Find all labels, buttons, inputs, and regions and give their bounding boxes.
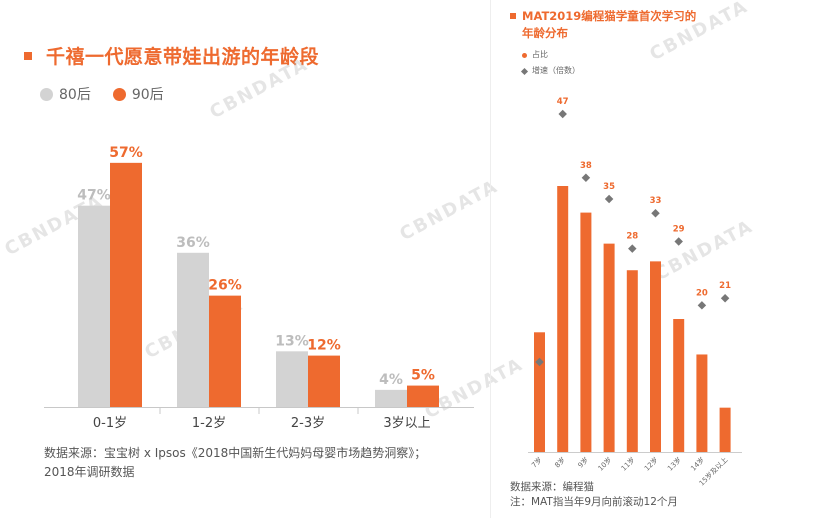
growth-label: 35 xyxy=(603,182,615,192)
title-square-icon xyxy=(510,13,516,19)
right-chart-title-line-1: MAT2019编程猫学童首次学习的 xyxy=(522,9,697,23)
right-chart-title-line-2: 年龄分布 xyxy=(522,26,568,40)
legend-label-80s: 80后 xyxy=(59,87,91,103)
left-chart-title-text: 千禧一代愿意带娃出游的年龄段 xyxy=(46,46,320,68)
growth-label: 20 xyxy=(696,288,708,298)
x-tick-label: 13岁 xyxy=(665,455,683,473)
right-source-line-2: 注：MAT指当年9月向前滚动12个月 xyxy=(510,496,678,508)
x-tick-label: 8岁 xyxy=(553,455,567,469)
left-chart-legend: 80后 90后 xyxy=(40,84,186,104)
bar-80后 xyxy=(177,252,209,407)
right-source-line-1: 数据来源：编程猫 xyxy=(510,481,594,493)
legend-item-share: 占比 xyxy=(522,47,580,63)
data-label: 57% xyxy=(109,145,143,161)
growth-marker xyxy=(674,237,683,246)
growth-marker xyxy=(628,244,637,253)
data-label: 5% xyxy=(411,368,435,384)
bar-90后 xyxy=(209,295,241,407)
left-chart-title: 千禧一代愿意带娃出游的年龄段 xyxy=(24,42,319,69)
bar-share xyxy=(673,319,685,452)
panel-divider xyxy=(490,0,491,518)
data-label: 12% xyxy=(307,338,341,354)
bar-share xyxy=(696,354,708,452)
bar-share xyxy=(534,332,545,452)
x-tick-label: 12岁 xyxy=(642,455,660,473)
bar-80后 xyxy=(78,205,110,407)
bar-share xyxy=(719,407,731,452)
legend-item-80s: 80后 xyxy=(40,84,91,104)
legend-dot-icon xyxy=(112,87,126,101)
bar-share xyxy=(557,186,569,452)
left-source-line-1: 数据来源：宝宝树 x Ipsos《2018中国新生代妈妈母婴市场趋势洞察》； xyxy=(44,446,427,460)
x-tick-label: 7岁 xyxy=(529,455,543,469)
growth-label: 38 xyxy=(580,161,592,171)
growth-label: 21 xyxy=(719,281,731,291)
x-tick-label: 14岁 xyxy=(689,455,707,473)
x-tick-label: 3岁以上 xyxy=(383,416,430,431)
x-tick-label: 0-1岁 xyxy=(93,416,127,431)
bar-80后 xyxy=(276,351,308,407)
bar-share xyxy=(603,243,615,452)
legend-item-90s: 90后 xyxy=(112,84,164,104)
growth-marker xyxy=(651,208,660,218)
growth-label: 29 xyxy=(673,225,685,235)
data-label: 47% xyxy=(77,188,111,204)
legend-label-90s: 90后 xyxy=(131,87,164,103)
left-bar-chart: 47% 57% 0-1岁 36% 26% 1-2岁 13%12% 2-3岁 4% 5% 3岁以上 xyxy=(44,145,474,431)
growth-marker xyxy=(697,301,707,310)
bar-90后 xyxy=(110,162,142,407)
x-tick-label: 9岁 xyxy=(576,455,590,469)
growth-label: 33 xyxy=(650,196,662,206)
x-tick-label: 1-2岁 xyxy=(192,416,226,431)
orange-dot-icon xyxy=(522,52,527,58)
bar-share xyxy=(650,261,661,452)
title-square-icon xyxy=(24,51,32,60)
data-label: 13% xyxy=(275,333,309,349)
x-tick-label: 2-3岁 xyxy=(291,416,325,431)
growth-label: 28 xyxy=(626,232,638,242)
legend-item-growth: 增速（倍数） xyxy=(520,63,580,79)
data-label: 4% xyxy=(379,372,403,388)
growth-label: 12 xyxy=(534,345,546,355)
left-source-line-2: 2018年调研数据 xyxy=(44,465,135,479)
left-chart-source: 数据来源：宝宝树 x Ipsos《2018中国新生代妈妈母婴市场趋势洞察》； 2… xyxy=(44,444,426,482)
x-tick-label: 10岁 xyxy=(596,455,614,473)
right-chart-source: 数据来源：编程猫 注：MAT指当年9月向前滚动12个月 xyxy=(510,480,678,510)
bar-share xyxy=(626,270,638,452)
x-tick-label: 11岁 xyxy=(619,455,637,473)
data-label: 26% xyxy=(208,278,242,294)
legend-dot-icon xyxy=(40,87,53,101)
growth-marker xyxy=(558,109,567,119)
legend-label-growth: 增速（倍数） xyxy=(532,66,580,75)
growth-marker xyxy=(535,357,544,367)
growth-marker xyxy=(604,194,614,204)
bar-share xyxy=(580,212,592,452)
legend-label-share: 占比 xyxy=(532,50,548,59)
growth-marker xyxy=(720,293,730,303)
growth-marker xyxy=(581,173,591,183)
data-label: 36% xyxy=(176,235,210,251)
right-chart-title: MAT2019编程猫学童首次学习的 年龄分布 xyxy=(510,8,710,42)
bar-80后 xyxy=(375,389,407,407)
right-chart-legend: 占比 增速（倍数） xyxy=(520,47,580,79)
growth-label: 47 xyxy=(557,97,569,107)
bar-90后 xyxy=(308,355,340,407)
bar-90后 xyxy=(407,385,439,407)
